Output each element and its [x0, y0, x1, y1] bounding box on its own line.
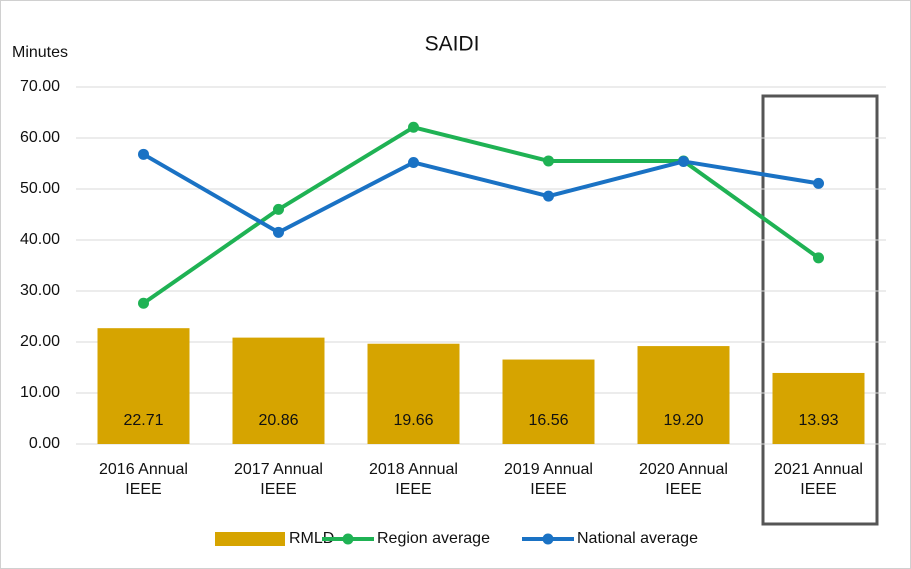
legend-swatch — [342, 533, 354, 545]
marker — [138, 297, 149, 309]
y-tick-label: 40.00 — [20, 231, 60, 248]
y-tick-label: 20.00 — [20, 333, 60, 350]
marker — [138, 148, 149, 160]
y-tick-label: 70.00 — [20, 78, 60, 95]
marker — [408, 156, 419, 168]
grid — [76, 86, 886, 445]
x-tick-label: 2021 Annual IEEE — [774, 461, 863, 498]
marker — [813, 177, 824, 189]
marker — [273, 203, 284, 215]
bar — [367, 343, 460, 444]
marker — [543, 155, 554, 167]
bar — [97, 328, 190, 444]
data-label: 20.86 — [258, 412, 298, 429]
line — [142, 125, 820, 305]
x-tick-label: 2020 Annual IEEE — [639, 461, 728, 498]
legend-label: RMLD — [289, 530, 334, 547]
marker — [408, 121, 419, 133]
y-tick-label: 60.00 — [20, 129, 60, 146]
marker — [813, 252, 824, 264]
x-tick-label: 2019 Annual IEEE — [504, 461, 593, 498]
x-tick-label: 2017 Annual IEEE — [234, 461, 323, 498]
marker — [543, 190, 554, 202]
marker — [273, 226, 284, 238]
marker — [678, 155, 689, 167]
x-tick-label: 2016 Annual IEEE — [99, 461, 188, 498]
x-tick-label: 2018 Annual IEEE — [369, 461, 458, 498]
bar — [502, 359, 595, 444]
legend-label: Region average — [377, 530, 490, 547]
bar — [637, 346, 730, 444]
y-axis-label: Minutes — [12, 44, 68, 61]
legend-swatch — [215, 532, 285, 546]
data-label: 19.66 — [393, 412, 433, 429]
bar — [232, 337, 325, 444]
legend-swatch — [542, 533, 554, 545]
y-tick-label: 0.00 — [29, 435, 60, 452]
bar — [772, 372, 865, 444]
y-tick-label: 30.00 — [20, 282, 60, 299]
data-label: 19.20 — [663, 412, 703, 429]
highlight-box — [761, 94, 879, 526]
data-label: 13.93 — [798, 412, 838, 429]
legend-label: National average — [577, 530, 698, 547]
y-tick-label: 50.00 — [20, 180, 60, 197]
line — [142, 152, 819, 235]
chart-title: SAIDI — [425, 33, 480, 56]
data-label: 16.56 — [528, 412, 568, 429]
data-label: 22.71 — [123, 412, 163, 429]
y-tick-label: 10.00 — [20, 384, 60, 401]
